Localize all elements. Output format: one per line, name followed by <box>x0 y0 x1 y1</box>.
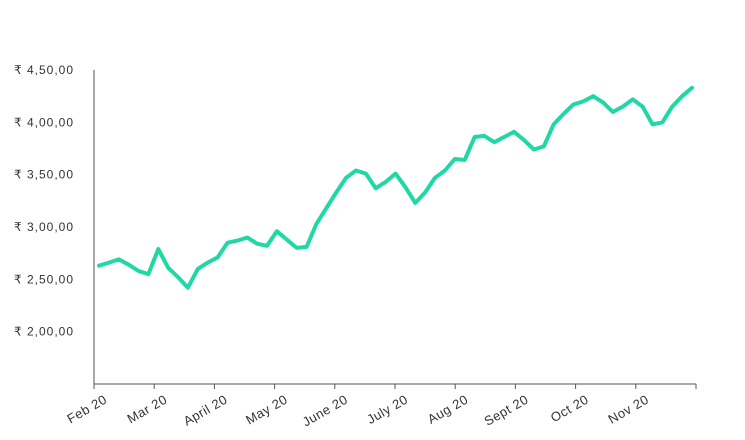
x-tick-label: Nov 20 <box>606 392 652 427</box>
x-axis-ticks: Feb 20 Mar 20 April 20 May 20 June 20 July 20… <box>64 384 697 430</box>
y-tick-label: ₹ 2,50,00 <box>14 272 74 286</box>
y-tick-label: ₹ 3,00,00 <box>14 220 74 234</box>
y-axis-tick-labels: ₹ 2,00,00 ₹ 2,50,00 ₹ 3,00,00 ₹ 3,50,00 ₹ 4,… <box>14 63 74 339</box>
x-tick-label: June 20 <box>300 392 351 430</box>
y-tick-label: ₹ 2,00,00 <box>14 325 74 339</box>
y-tick-label: ₹ 4,00,00 <box>14 115 74 129</box>
x-tick-label: Feb 20 <box>64 392 109 427</box>
x-tick-label: Oct 20 <box>548 392 591 426</box>
axes <box>93 70 696 385</box>
x-tick-label: Sept 20 <box>482 392 531 429</box>
x-tick-label: May 20 <box>243 392 290 428</box>
x-tick-label: April 20 <box>181 392 230 429</box>
series-group <box>97 85 694 290</box>
y-tick-label: ₹ 3,50,00 <box>14 168 74 182</box>
x-tick-label: Mar 20 <box>125 392 170 427</box>
series-line <box>97 85 694 290</box>
x-tick-label: Aug 20 <box>425 392 471 427</box>
y-tick-label: ₹ 4,50,00 <box>14 63 74 77</box>
x-tick-label: July 20 <box>364 392 410 427</box>
